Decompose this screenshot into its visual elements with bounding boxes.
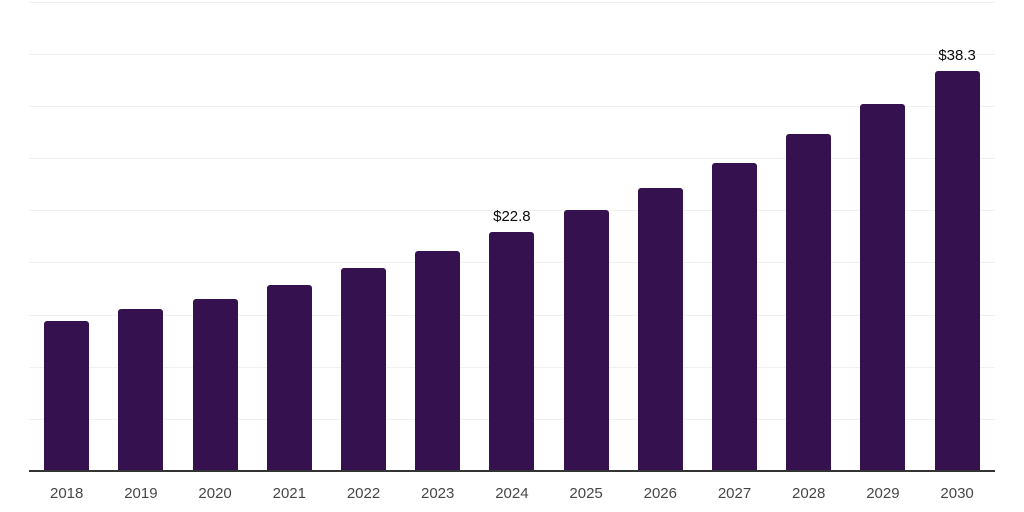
x-tick-label-2028: 2028 — [792, 485, 826, 502]
x-tick-label-2029: 2029 — [866, 485, 900, 502]
bar-2021 — [266, 285, 312, 470]
bar-value-label-2024: $22.8 — [493, 208, 531, 226]
x-axis-line — [29, 470, 995, 472]
bar-2027 — [712, 163, 757, 470]
bar-2022 — [341, 267, 386, 470]
x-tick-label-2024: 2024 — [495, 485, 529, 502]
bar-2029 — [860, 103, 906, 470]
bar-2025 — [563, 210, 609, 470]
x-tick-label-2030: 2030 — [940, 485, 974, 502]
x-tick-label-2026: 2026 — [643, 485, 677, 502]
x-tick-label-2021: 2021 — [272, 485, 306, 502]
bar-2024 — [489, 232, 535, 470]
gridline — [29, 1, 995, 3]
x-tick-label-2027: 2027 — [717, 485, 752, 502]
bar-2019 — [118, 309, 164, 470]
x-tick-label-2020: 2020 — [198, 485, 232, 502]
bar-2020 — [192, 298, 238, 470]
gridline — [29, 210, 995, 212]
gridline — [29, 105, 995, 107]
x-tick-label-2019: 2019 — [124, 485, 158, 502]
bar-2026 — [637, 188, 683, 470]
bar-2018 — [44, 320, 90, 470]
x-tick-label-2018: 2018 — [50, 485, 84, 502]
gridline — [29, 53, 995, 55]
x-tick-label-2025: 2025 — [569, 485, 603, 502]
x-tick-label-2023: 2023 — [421, 485, 455, 502]
gridline — [29, 158, 995, 160]
x-tick-label-2022: 2022 — [346, 485, 381, 502]
bar-2030 — [934, 70, 980, 470]
bar-2028 — [786, 134, 832, 470]
bar-2023 — [415, 250, 461, 470]
bar-value-label-2030: $38.3 — [938, 46, 976, 64]
